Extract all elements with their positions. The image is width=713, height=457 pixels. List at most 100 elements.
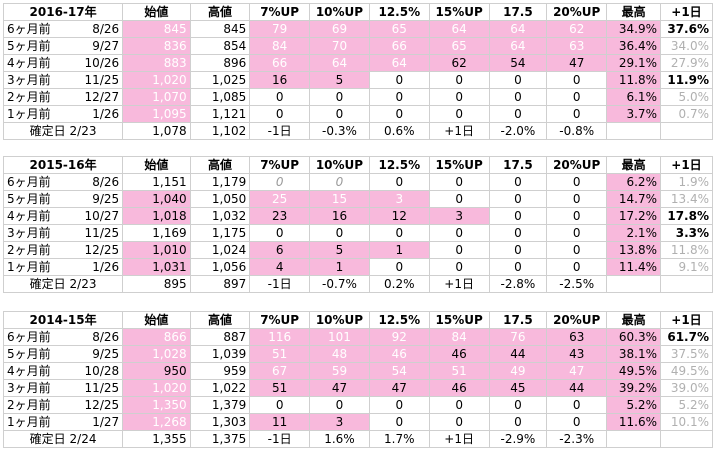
high-price-cell[interactable]: 1,379: [189, 396, 251, 414]
up-count-cell[interactable]: 0: [249, 88, 311, 106]
column-header[interactable]: 17.5: [488, 311, 548, 329]
empty-cell[interactable]: [606, 275, 661, 293]
column-header[interactable]: 10%UP: [309, 3, 370, 21]
max-pct-cell[interactable]: 17.2%: [606, 207, 661, 225]
up-count-cell[interactable]: 0: [488, 224, 548, 242]
up-count-cell[interactable]: 63: [546, 328, 608, 346]
high-price-cell[interactable]: 1,022: [189, 379, 251, 397]
empty-cell[interactable]: [659, 275, 713, 293]
high-price-cell[interactable]: 1,056: [189, 258, 251, 276]
up-count-cell[interactable]: 47: [368, 379, 430, 397]
column-header[interactable]: 7%UP: [249, 156, 311, 174]
max-pct-cell[interactable]: 6.1%: [606, 88, 661, 106]
max-pct-cell[interactable]: 13.8%: [606, 241, 661, 259]
plus1-pct-cell[interactable]: 13.4%: [659, 190, 713, 208]
column-header[interactable]: 高値: [189, 156, 251, 174]
column-header[interactable]: 17.5: [488, 3, 548, 21]
column-header[interactable]: 最高: [606, 3, 661, 21]
up-count-cell[interactable]: 0: [428, 173, 490, 191]
up-count-cell[interactable]: 25: [249, 190, 311, 208]
up-count-cell[interactable]: 0: [488, 190, 548, 208]
up-count-cell[interactable]: 79: [249, 20, 311, 38]
up-count-cell[interactable]: 3: [309, 413, 370, 431]
confirm-change-cell[interactable]: 1.7%: [368, 430, 430, 448]
plus1-pct-cell[interactable]: 27.9%: [659, 54, 713, 72]
high-price-cell[interactable]: 1,050: [189, 190, 251, 208]
high-price-cell[interactable]: 1,032: [189, 207, 251, 225]
column-header[interactable]: 17.5: [488, 156, 548, 174]
high-price-cell[interactable]: 896: [189, 54, 251, 72]
row-label[interactable]: 4ヶ月前 10/26: [2, 54, 124, 72]
up-count-cell[interactable]: 46: [428, 379, 490, 397]
up-count-cell[interactable]: 66: [368, 37, 430, 55]
row-label[interactable]: 3ヶ月前 11/25: [2, 224, 124, 242]
up-count-cell[interactable]: 49: [488, 362, 548, 380]
up-count-cell[interactable]: 0: [546, 71, 608, 89]
up-count-cell[interactable]: 0: [488, 207, 548, 225]
open-price-cell[interactable]: 1,070: [122, 88, 191, 106]
column-header[interactable]: 高値: [189, 3, 251, 21]
up-count-cell[interactable]: 0: [488, 105, 548, 123]
up-count-cell[interactable]: 1: [309, 258, 370, 276]
up-count-cell[interactable]: 65: [368, 20, 430, 38]
row-label[interactable]: 6ヶ月前 8/26: [2, 328, 124, 346]
open-price-cell[interactable]: 1,028: [122, 345, 191, 363]
up-count-cell[interactable]: 0: [428, 105, 490, 123]
row-label[interactable]: 5ヶ月前 9/25: [2, 345, 124, 363]
confirm-change-cell[interactable]: -2.0%: [488, 122, 548, 140]
up-count-cell[interactable]: 11: [249, 413, 311, 431]
max-pct-cell[interactable]: 49.5%: [606, 362, 661, 380]
column-header[interactable]: 10%UP: [309, 311, 370, 329]
open-price-cell[interactable]: 1,020: [122, 71, 191, 89]
up-count-cell[interactable]: 0: [368, 396, 430, 414]
confirm-change-cell[interactable]: 0.2%: [368, 275, 430, 293]
up-count-cell[interactable]: 0: [309, 173, 370, 191]
up-count-cell[interactable]: 0: [488, 258, 548, 276]
up-count-cell[interactable]: 0: [428, 190, 490, 208]
empty-cell[interactable]: [606, 430, 661, 448]
up-count-cell[interactable]: 51: [249, 345, 311, 363]
max-pct-cell[interactable]: 6.2%: [606, 173, 661, 191]
up-count-cell[interactable]: 64: [488, 20, 548, 38]
column-header[interactable]: +1日: [659, 311, 713, 329]
confirm-change-cell[interactable]: -2.3%: [546, 430, 608, 448]
confirm-change-cell[interactable]: -0.8%: [546, 122, 608, 140]
row-label[interactable]: 1ヶ月前 1/27: [2, 413, 124, 431]
confirm-change-cell[interactable]: -0.7%: [309, 275, 370, 293]
up-count-cell[interactable]: 0: [368, 413, 430, 431]
max-pct-cell[interactable]: 11.6%: [606, 413, 661, 431]
plus1-pct-cell[interactable]: 5.0%: [659, 88, 713, 106]
plus1-pct-cell[interactable]: 9.1%: [659, 258, 713, 276]
max-pct-cell[interactable]: 39.2%: [606, 379, 661, 397]
plus1-pct-cell[interactable]: 39.0%: [659, 379, 713, 397]
up-count-cell[interactable]: 45: [488, 379, 548, 397]
confirm-change-cell[interactable]: 1.6%: [309, 430, 370, 448]
up-count-cell[interactable]: 116: [249, 328, 311, 346]
column-header[interactable]: 始値: [122, 311, 191, 329]
open-price-cell[interactable]: 1,268: [122, 413, 191, 431]
up-count-cell[interactable]: 66: [249, 54, 311, 72]
confirm-change-cell[interactable]: -0.3%: [309, 122, 370, 140]
up-count-cell[interactable]: 44: [488, 345, 548, 363]
up-count-cell[interactable]: 1: [368, 241, 430, 259]
up-count-cell[interactable]: 62: [428, 54, 490, 72]
up-count-cell[interactable]: 0: [249, 173, 311, 191]
up-count-cell[interactable]: 69: [309, 20, 370, 38]
open-price-cell[interactable]: 866: [122, 328, 191, 346]
confirm-change-cell[interactable]: +1日: [428, 275, 490, 293]
column-header[interactable]: +1日: [659, 156, 713, 174]
up-count-cell[interactable]: 84: [249, 37, 311, 55]
confirm-open-cell[interactable]: 1,355: [122, 430, 191, 448]
up-count-cell[interactable]: 54: [488, 54, 548, 72]
confirm-change-cell[interactable]: -1日: [249, 122, 311, 140]
confirm-high-cell[interactable]: 897: [189, 275, 251, 293]
column-header[interactable]: 20%UP: [546, 311, 608, 329]
row-label[interactable]: 1ヶ月前 1/26: [2, 105, 124, 123]
column-header[interactable]: 20%UP: [546, 3, 608, 21]
up-count-cell[interactable]: 0: [488, 71, 548, 89]
plus1-pct-cell[interactable]: 49.5%: [659, 362, 713, 380]
up-count-cell[interactable]: 6: [249, 241, 311, 259]
confirm-change-cell[interactable]: -1日: [249, 275, 311, 293]
up-count-cell[interactable]: 47: [546, 362, 608, 380]
open-price-cell[interactable]: 1,010: [122, 241, 191, 259]
